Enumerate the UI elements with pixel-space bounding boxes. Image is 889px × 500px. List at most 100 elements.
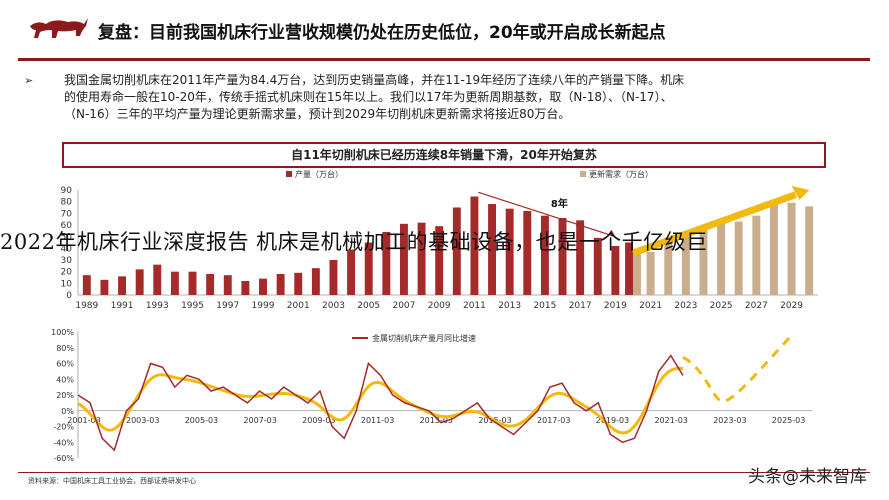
bar-production — [223, 275, 232, 295]
bar-renewal-demand — [633, 254, 641, 295]
bar-x-tick-label: 1997 — [216, 301, 239, 311]
cycle-forecast-line — [682, 334, 793, 403]
bar-production — [505, 208, 514, 295]
bull-logo-icon — [30, 18, 88, 38]
header: 复盘：目前我国机床行业营收规模仍处在历史低位，20年或开启成长新起点 — [0, 0, 889, 62]
decline-span-arrow — [478, 191, 616, 238]
bar-production — [435, 226, 444, 295]
bar-production — [593, 237, 602, 295]
line-x-tick-label: 2017-03 — [537, 416, 570, 425]
bar-x-tick-label: 2025 — [710, 301, 733, 311]
bar-production — [364, 242, 373, 295]
bar-x-tick-label: 1991 — [111, 301, 134, 311]
growth-arrow — [631, 191, 797, 257]
bullet-arrow-icon: ➢ — [24, 74, 34, 87]
bar-x-tick-label: 1995 — [181, 301, 204, 311]
bar-x-tick-label: 1993 — [146, 301, 169, 311]
bar-x-tick-label: 2009 — [428, 301, 451, 311]
chart-title: 自11年切削机床已经历连续8年销量下滑，20年开始复苏 — [62, 142, 826, 168]
line-y-tick-label: 0% — [61, 407, 74, 416]
page-title: 复盘：目前我国机床行业营收规模仍处在历史低位，20年或开启成长新起点 — [98, 23, 666, 43]
bar-y-tick-label: 70 — [61, 209, 73, 219]
bar-production — [153, 264, 162, 295]
bar-y-tick-label: 50 — [61, 233, 73, 243]
overlay-caption: 2022年机床行业深度报告 机床是机械加工的基础设备，也是一个千亿级巨 — [0, 230, 708, 254]
line-x-tick-label: 2023-03 — [713, 416, 746, 425]
bar-x-tick-label: 2007 — [392, 301, 415, 311]
bar-x-tick-label: 2017 — [569, 301, 592, 311]
bar-production — [417, 222, 426, 295]
bar-production — [294, 272, 303, 295]
legend-swatch-production — [286, 171, 292, 177]
line-y-tick-label: 20% — [56, 391, 74, 400]
bar-x-tick-label: 2023 — [674, 301, 697, 311]
bar-y-tick-label: 30 — [61, 256, 73, 266]
bullet-paragraph: ➢ 我国金属切削机床在2011年产量为84.4万台，达到历史销量高峰，并在11-… — [24, 72, 864, 123]
bar-y-tick-label: 80 — [61, 198, 73, 208]
bar-production — [276, 274, 285, 295]
bar-production — [135, 269, 144, 295]
bar-y-tick-label: 60 — [61, 221, 73, 231]
bar-production — [82, 275, 91, 295]
growth-rate-line — [77, 354, 684, 452]
header-divider — [18, 58, 870, 61]
bar-x-tick-label: 2011 — [463, 301, 486, 311]
bar-production — [452, 207, 461, 295]
bar-x-tick-label: 2001 — [287, 301, 310, 311]
bar-production — [188, 271, 197, 295]
line-x-tick-label: 2007-03 — [243, 416, 276, 425]
line-x-tick-label: 2001-03 — [67, 416, 100, 425]
bar-production — [100, 279, 109, 295]
bar-production — [241, 281, 250, 295]
bar-x-tick-label: 2019 — [604, 301, 627, 311]
bar-production — [347, 249, 356, 295]
bullet-line-2: 的使用寿命一般在10-20年，传统手摇式机床则在15年以上。我们以17年为更新周… — [64, 90, 673, 104]
bar-y-tick-label: 90 — [61, 186, 73, 196]
bar-production — [329, 260, 338, 295]
cycle-trend-line — [77, 366, 684, 435]
line-y-tick-label: 80% — [56, 344, 74, 353]
decline-span-label: 8年 — [551, 197, 568, 210]
bar-production — [540, 215, 549, 295]
bar-x-tick-label: 2029 — [780, 301, 803, 311]
bar-renewal-demand — [805, 206, 814, 295]
bar-x-tick-label: 1989 — [75, 301, 98, 311]
line-y-tick-label: 100% — [51, 328, 74, 337]
bar-production — [488, 204, 497, 295]
bar-production — [523, 211, 532, 295]
legend-label-renewal: 更新需求（万台） — [589, 169, 653, 179]
line-x-tick-label: 2005-03 — [185, 416, 218, 425]
bar-production — [576, 220, 585, 295]
watermark: 头条@未来智库 — [748, 467, 867, 487]
bullet-line-1: 我国金属切削机床在2011年产量为84.4万台，达到历史销量高峰，并在11-19… — [64, 73, 685, 87]
bar-renewal-demand — [787, 202, 796, 295]
bar-renewal-demand — [646, 251, 655, 295]
bar-renewal-demand — [717, 223, 726, 295]
legend-swatch-renewal — [580, 171, 586, 177]
bar-x-tick-label: 2013 — [498, 301, 521, 311]
bar-y-tick-label: 0 — [66, 291, 72, 301]
line-y-tick-label: 40% — [56, 375, 74, 384]
bar-renewal-demand — [681, 233, 690, 295]
line-x-tick-label: 2019-03 — [596, 416, 629, 425]
bar-y-tick-label: 10 — [61, 279, 73, 289]
footer-divider — [18, 472, 870, 473]
bar-renewal-demand — [664, 242, 673, 295]
bar-production — [399, 223, 408, 295]
bar-x-tick-label: 2003 — [322, 301, 345, 311]
line-y-tick-label: -60% — [53, 454, 74, 463]
line-x-tick-label: 2025-03 — [772, 416, 805, 425]
bar-production — [311, 268, 320, 295]
bar-x-tick-label: 2005 — [357, 301, 380, 311]
bar-production — [206, 274, 215, 295]
bar-x-tick-label: 2015 — [533, 301, 556, 311]
bar-renewal-demand — [699, 227, 708, 295]
bar-renewal-demand — [734, 221, 743, 295]
line-x-tick-label: 2011-03 — [361, 416, 394, 425]
source-note: 资料来源：中国机床工具工业协会，西部证券研发中心 — [28, 477, 196, 485]
bar-y-tick-label: 40 — [61, 244, 73, 254]
bar-renewal-demand — [769, 204, 778, 295]
bullet-line-3: （N-16）三年的平均产量为理论更新需求量，预计到2029年切削机床更新需求将接… — [64, 107, 571, 121]
line-y-tick-label: -20% — [53, 423, 74, 432]
bar-production — [470, 196, 479, 295]
